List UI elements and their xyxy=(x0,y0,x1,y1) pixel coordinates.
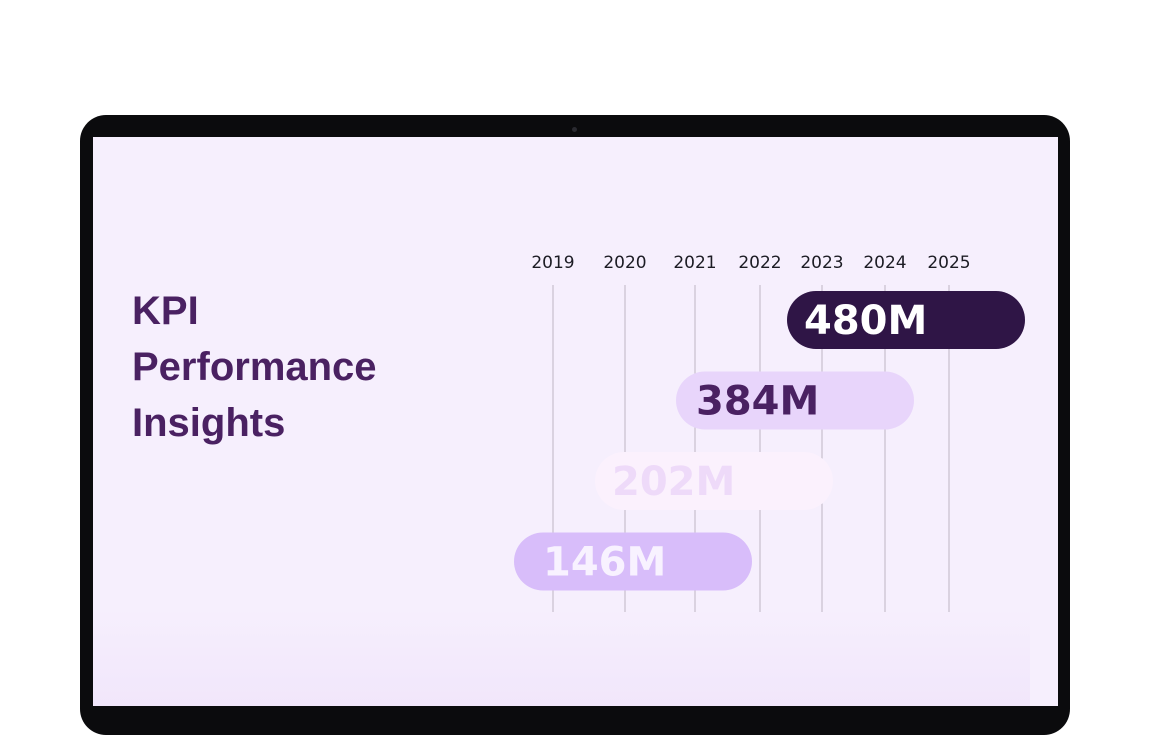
kpi-timeline-chart: 2019 2020 2021 2022 2023 2024 2025 480M 384M 202M… xyxy=(514,253,1025,612)
page-title: KPI Performance Insights xyxy=(132,283,452,451)
title-line-2: Performance xyxy=(132,345,377,389)
bar-146M xyxy=(514,532,752,591)
bar-label-146M: 146M xyxy=(543,540,666,586)
bottom-fade xyxy=(93,609,1030,706)
year-label-2024: 2024 xyxy=(863,253,906,273)
camera-icon xyxy=(572,127,577,132)
year-label-2025: 2025 xyxy=(927,253,970,273)
bar-label-480M: 480M xyxy=(804,298,927,344)
year-label-2020: 2020 xyxy=(603,253,646,273)
year-label-2022: 2022 xyxy=(738,253,781,273)
title-line-3: Insights xyxy=(132,401,286,445)
bar-384M xyxy=(676,371,914,430)
bar-label-202M: 202M xyxy=(612,459,735,505)
bar-label-384M: 384M xyxy=(696,379,819,425)
bar-202M xyxy=(595,452,833,510)
year-label-2021: 2021 xyxy=(673,253,716,273)
year-label-2023: 2023 xyxy=(800,253,843,273)
year-label-2019: 2019 xyxy=(531,253,574,273)
title-line-1: KPI xyxy=(132,289,199,333)
bar-480M xyxy=(787,291,1025,349)
screen: KPI Performance Insights 2019 2020 2021 202… xyxy=(93,137,1058,706)
